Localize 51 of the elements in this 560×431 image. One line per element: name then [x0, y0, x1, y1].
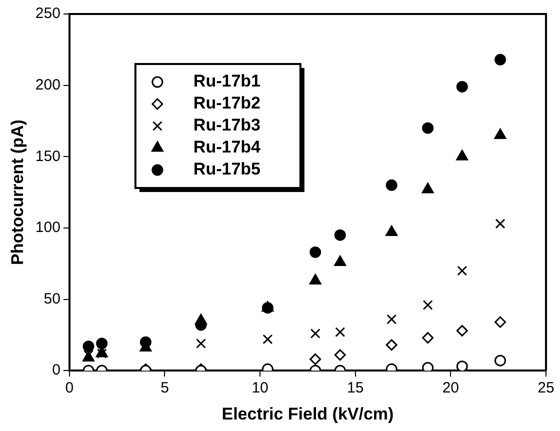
point — [310, 246, 322, 258]
point — [96, 338, 108, 350]
point — [495, 218, 506, 229]
point — [386, 314, 397, 324]
y-tick-label: 250 — [35, 5, 60, 22]
y-tick-label: 0 — [52, 362, 60, 379]
point — [456, 324, 468, 336]
x-tick-label: 0 — [65, 380, 74, 397]
point — [494, 128, 506, 139]
point — [196, 338, 206, 348]
point — [334, 255, 346, 266]
point — [262, 334, 273, 344]
point — [422, 182, 434, 194]
point — [386, 179, 398, 191]
point — [456, 80, 468, 92]
y-tick-label: 100 — [35, 219, 60, 236]
legend-label: Ru-17b4 — [193, 138, 262, 157]
point — [457, 266, 468, 276]
point — [334, 229, 346, 241]
point — [494, 54, 506, 66]
x-tick-label: 20 — [442, 380, 460, 397]
point — [386, 225, 398, 236]
point — [422, 300, 433, 310]
y-tick-label: 50 — [44, 290, 60, 308]
point — [335, 327, 346, 338]
legend-label: Ru-17b5 — [193, 160, 261, 179]
y-tick-label: 150 — [35, 148, 60, 165]
point — [422, 362, 434, 371]
point — [422, 332, 434, 344]
point — [195, 314, 207, 324]
point — [456, 360, 468, 371]
point — [309, 274, 322, 284]
point — [82, 340, 94, 352]
point — [386, 339, 398, 351]
point — [334, 349, 346, 361]
x-axis-title: Electric Field (kV/cm) — [222, 404, 394, 424]
point — [310, 353, 322, 365]
y-tick-label: 200 — [35, 76, 60, 94]
x-tick-label: 5 — [160, 380, 169, 397]
legend-label: Ru-17b2 — [193, 94, 261, 113]
x-tick-label: 15 — [347, 380, 364, 397]
point — [494, 354, 506, 366]
x-tick-label: 10 — [252, 380, 268, 397]
y-axis-title: Photocurrent (pA) — [8, 120, 27, 266]
point — [456, 150, 468, 160]
point — [310, 328, 320, 339]
legend-label: Ru-17b1 — [193, 72, 261, 91]
legend-label: Ru-17b3 — [193, 116, 261, 135]
point — [422, 122, 434, 134]
x-tick-label: 25 — [538, 380, 554, 397]
point — [494, 316, 506, 328]
